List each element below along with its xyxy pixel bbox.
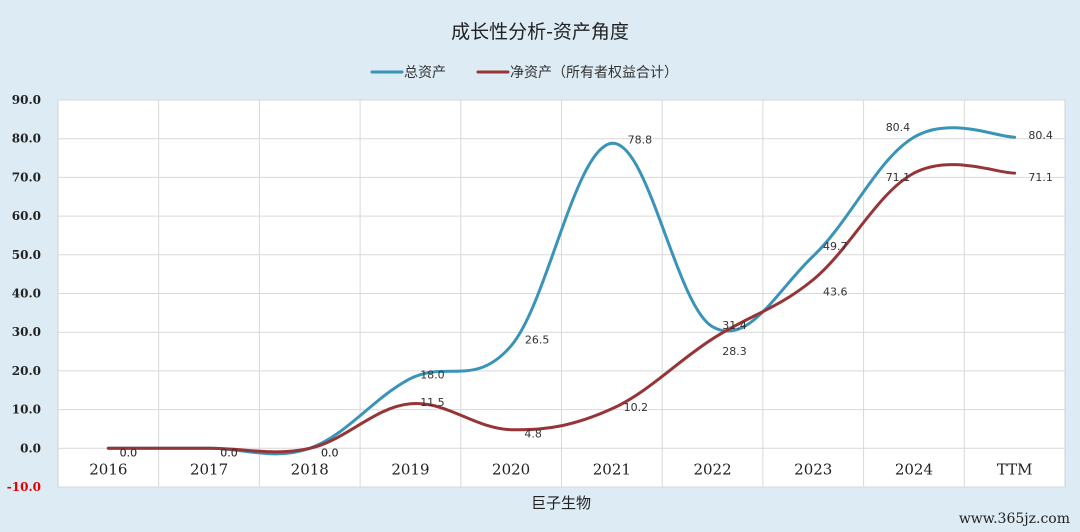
data-label: 80.4 <box>886 121 911 134</box>
chart-title: 成长性分析-资产角度 <box>451 21 629 43</box>
x-tick-label: 2020 <box>492 460 530 478</box>
data-label: 0.0 <box>321 446 339 459</box>
series-line-1 <box>106 126 1017 456</box>
x-tick-label: 2016 <box>89 460 127 478</box>
y-tick-label: 0.0 <box>20 441 41 455</box>
grid <box>58 99 1065 488</box>
y-tick-label: 20.0 <box>12 364 41 378</box>
data-label: 28.3 <box>722 345 747 358</box>
data-label: 71.1 <box>1028 171 1053 184</box>
x-tick-label: 2017 <box>190 460 228 478</box>
legend-label-2: 净资产（所有者权益合计） <box>510 65 678 81</box>
y-tick-label: 40.0 <box>12 287 41 301</box>
x-tick-label: 2024 <box>895 460 933 478</box>
data-label: 49.7 <box>823 240 848 253</box>
data-label: 10.2 <box>624 401 649 414</box>
y-tick-label: 50.0 <box>12 248 41 262</box>
data-label: 0.0 <box>220 446 238 459</box>
data-label: 78.8 <box>628 133 653 146</box>
series-line-2 <box>106 163 1017 454</box>
y-tick-label: 60.0 <box>12 209 41 223</box>
y-axis: 90.0 80.0 70.0 60.0 50.0 40.0 30.0 20.0 10.0 0.0 -… <box>7 93 41 494</box>
data-label: 71.1 <box>886 171 911 184</box>
y-tick-label: 70.0 <box>12 170 41 184</box>
data-labels: 0.0 0.0 0.018.026.578.831.449.780.480.40.0… <box>120 121 1053 459</box>
x-axis: 2016 2017 2018 2019 2020 2021 2022 2023 2024 TTM <box>89 460 1032 478</box>
legend: 总资产 净资产（所有者权益合计） <box>370 65 678 81</box>
data-label: 11.5 <box>420 396 445 409</box>
x-tick-label: 2019 <box>391 460 429 478</box>
legend-label-1: 总资产 <box>404 65 446 81</box>
x-tick-label: 2021 <box>593 460 631 478</box>
data-label: 0.0 <box>120 446 138 459</box>
x-axis-title: 巨子生物 <box>531 494 591 512</box>
x-tick-label: 2023 <box>794 460 832 478</box>
y-tick-label: 90.0 <box>12 93 41 107</box>
y-tick-label: 80.0 <box>12 132 41 146</box>
data-label: 80.4 <box>1028 129 1053 142</box>
y-tick-label: 30.0 <box>12 325 41 339</box>
data-label: 43.6 <box>823 286 848 299</box>
x-tick-label: 2018 <box>291 460 329 478</box>
x-tick-label: 2022 <box>693 460 731 478</box>
data-label: 26.5 <box>525 334 550 347</box>
y-tick-label: 10.0 <box>12 403 41 417</box>
data-label: 4.8 <box>524 428 542 441</box>
data-label: 0.0 <box>220 446 238 459</box>
data-label: 18.0 <box>420 369 445 382</box>
series-layer <box>106 126 1017 456</box>
data-label: 0.0 <box>321 446 339 459</box>
x-tick-label: TTM <box>997 460 1033 478</box>
watermark: www.365jz.com <box>959 511 1070 527</box>
data-label: 0.0 <box>120 446 138 459</box>
y-tick-label: -10.0 <box>7 480 41 494</box>
data-label: 31.4 <box>722 319 747 332</box>
